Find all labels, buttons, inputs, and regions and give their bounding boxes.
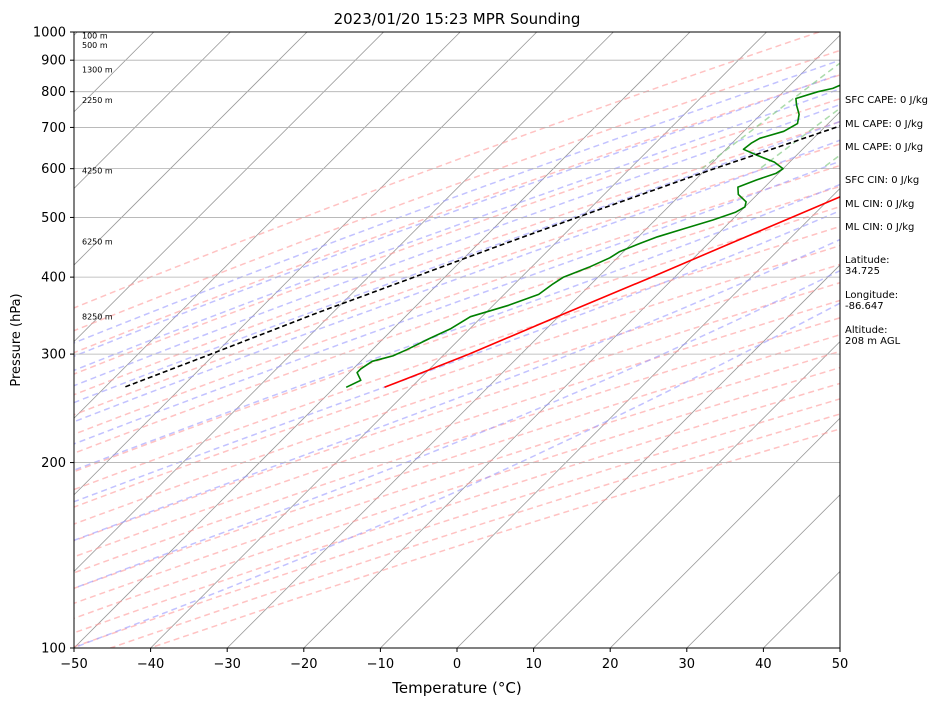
isotherm-line [74,32,461,419]
dry-adiabat-line [74,299,840,558]
moist-adiabat-line [74,209,840,503]
parcel-path-line [123,125,840,389]
altitude-heading: Altitude: [845,325,888,336]
y-tick-label: 600 [41,162,66,177]
y-tick-label: 500 [41,211,66,226]
dry-adiabat-line [74,398,840,648]
y-tick-label: 800 [41,85,66,100]
isotherm-line [380,187,840,648]
x-tick-label: −40 [137,657,164,672]
y-tick-label: 300 [41,348,66,363]
pressure-gridlines [74,31,840,649]
x-tick-label: 40 [755,657,772,672]
sounding-profiles [123,84,840,389]
x-tick-label: 30 [679,657,696,672]
x-tick-label: 50 [832,657,849,672]
isotherm-line [74,32,308,266]
dry-adiabat-line [74,382,840,634]
chart-title: 2023/01/20 15:23 MPR Sounding [334,10,581,28]
ml-cin-label-2: ML CIN: 0 J/kg [845,222,915,233]
height-label: 1300 m [82,66,113,75]
dry-adiabat-line [74,225,840,491]
x-tick-label: 10 [525,657,542,672]
dry-adiabat-line [74,317,840,574]
isotherm-line [456,264,840,648]
x-tick-label: 0 [453,657,461,672]
sfc-cape-label: SFC CAPE: 0 J/kg [845,95,928,106]
dry-adiabat-line [74,32,820,309]
y-tick-label: 700 [41,121,66,136]
x-axis-label: Temperature (°C) [391,679,521,697]
isotherm-line [150,32,767,648]
height-label: 8250 m [82,313,113,322]
dewpoint-line [345,84,840,389]
latitude-value: 34.725 [845,266,880,277]
plot-frame [73,31,841,649]
x-tick-label: −30 [213,657,240,672]
height-label: 100 m [82,32,108,41]
height-label: 6250 m [82,237,113,246]
isotherm-line [226,34,840,648]
sfc-cin-label: SFC CIN: 0 J/kg [845,175,920,186]
ml-cape-label: ML CAPE: 0 J/kg [845,119,924,130]
y-tick-label: 200 [41,456,66,471]
longitude-heading: Longitude: [845,290,899,301]
height-label: 4250 m [82,166,113,175]
dry-adiabat-line [74,205,840,473]
moist-adiabat-line [74,160,840,445]
isotherm-line [609,417,840,648]
dry-adiabat-line [74,74,840,354]
isotherm-line [74,32,538,496]
x-tick-label: −10 [367,657,394,672]
longitude-value: -86.647 [845,301,884,312]
isotherm-line [74,32,384,343]
dry-adiabat-line [74,120,840,396]
height-label: 500 m [82,41,108,50]
moist-adiabat-line [74,88,840,372]
ml-cin-label: ML CIN: 0 J/kg [845,199,915,210]
dry-adiabat-line [74,350,840,605]
moist-adiabat-line [74,238,840,542]
isotherm-line [686,494,840,648]
dry-adiabat-line [74,97,840,375]
y-tick-label: 1000 [33,26,66,41]
y-tick-label: 100 [41,642,66,657]
reference-lines [74,32,840,648]
y-tick-label: 900 [41,54,66,69]
moist-adiabat-line [74,183,840,471]
x-tick-label: −50 [60,657,87,672]
temperature-line [384,196,840,389]
isotherm-line [74,32,614,572]
height-label: 2250 m [82,96,113,105]
x-tick-label: 20 [602,657,619,672]
dry-adiabat-line [74,263,840,525]
moist-adiabat-line [74,302,840,648]
moist-adiabat-line [74,59,840,344]
latitude-heading: Latitude: [845,255,890,266]
isotherm-line [303,111,840,648]
ml-cape-label-2: ML CAPE: 0 J/kg [845,142,924,153]
y-tick-label: 400 [41,271,66,286]
y-axis-label: Pressure (hPa) [9,293,24,386]
isotherm-line [533,341,840,648]
dry-adiabat-line [74,143,840,416]
moist-adiabat-line [74,139,840,423]
altitude-value: 208 m AGL [845,336,901,347]
isotherm-line [74,32,231,189]
x-tick-label: −20 [290,657,317,672]
